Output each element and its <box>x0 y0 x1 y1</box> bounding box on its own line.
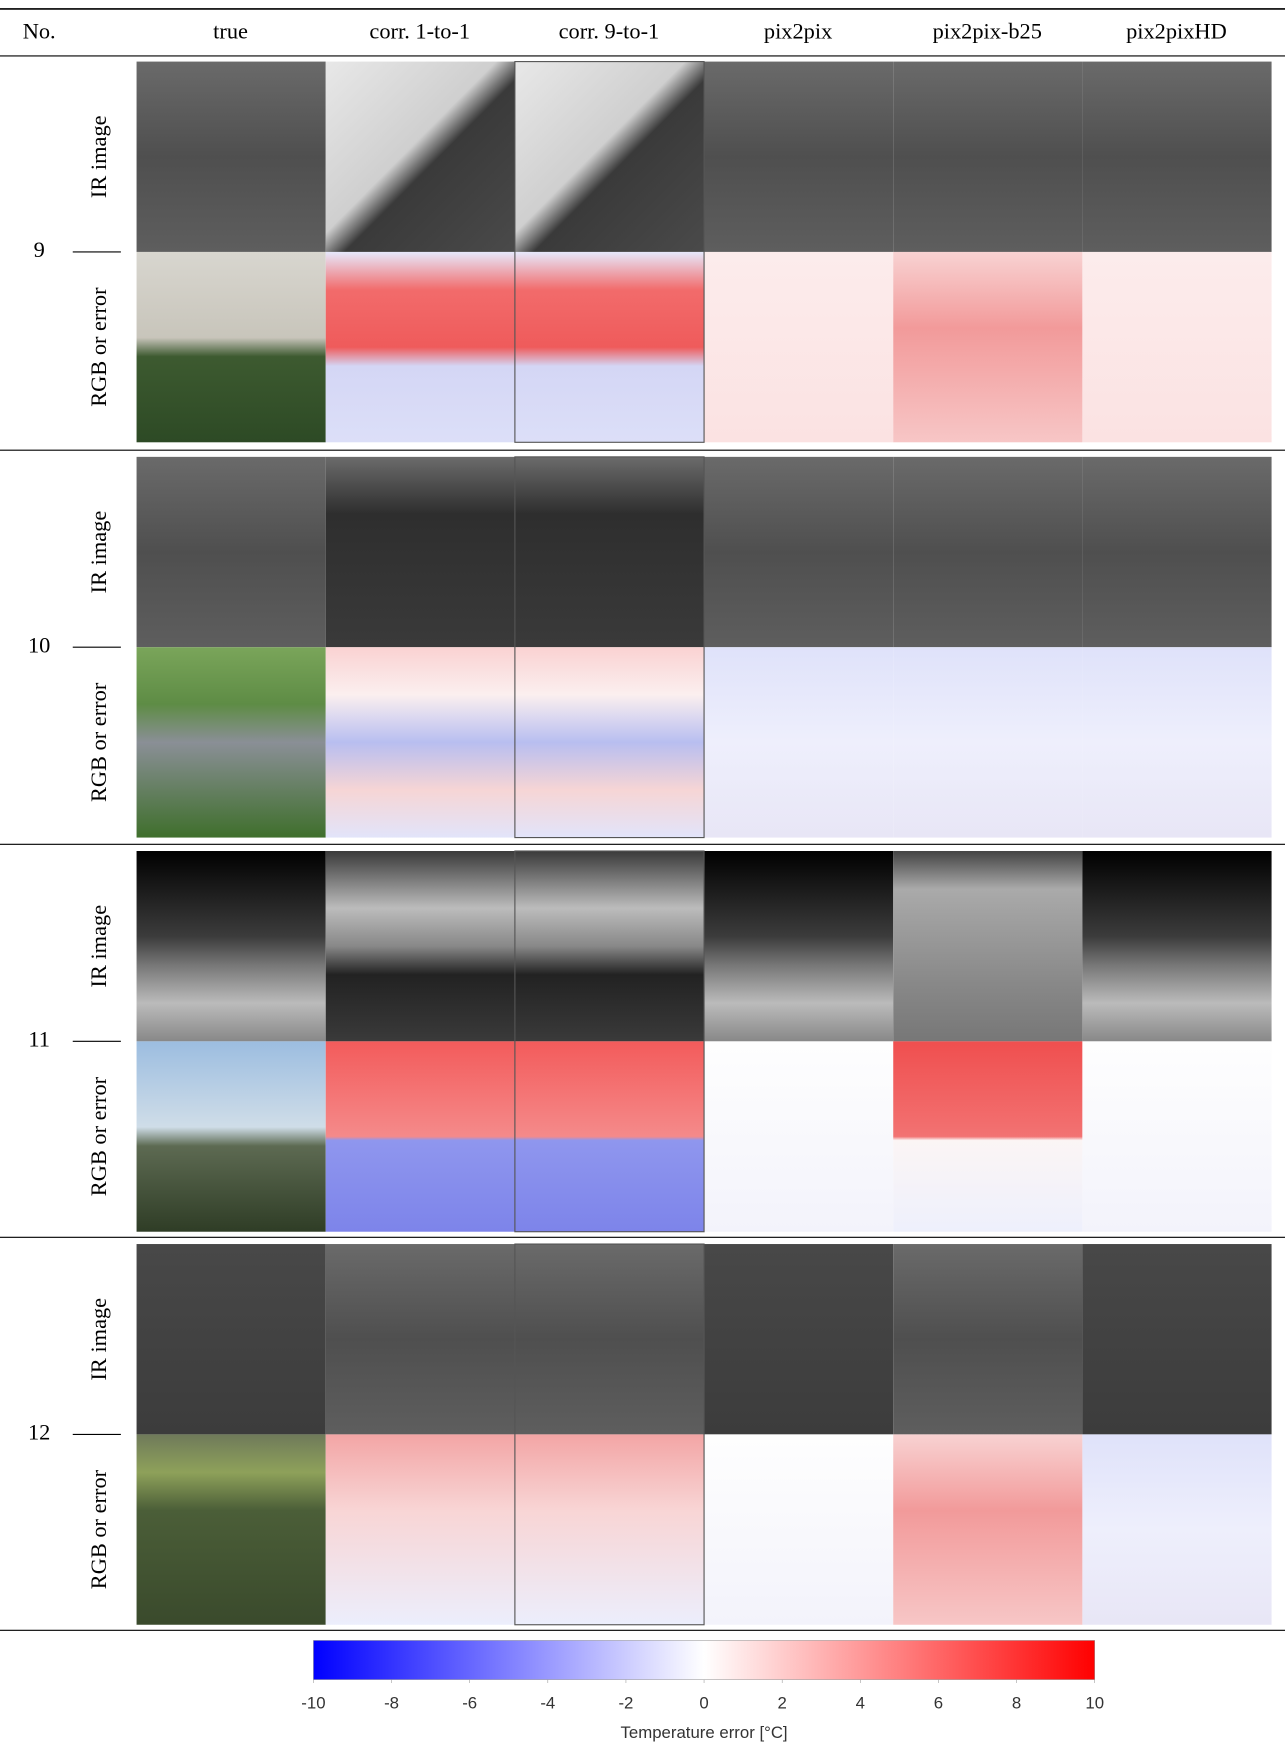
row-label: RGB or error <box>86 682 111 802</box>
ir-image <box>704 851 893 1041</box>
colorbar-tick-label: 10 <box>1085 1694 1104 1713</box>
rgb-or-error-image <box>704 1041 893 1231</box>
colorbar-tick-label: 2 <box>778 1694 787 1713</box>
rgb-or-error-image <box>137 647 326 837</box>
colorbar-tick-label: 8 <box>1012 1694 1021 1713</box>
row-label: IR image <box>86 1298 111 1381</box>
row-label: RGB or error <box>86 1076 111 1196</box>
ir-image <box>1082 1244 1271 1434</box>
ir-image <box>893 851 1082 1041</box>
ir-image <box>137 62 326 252</box>
colorbar-tick-label: 4 <box>856 1694 865 1713</box>
column-header: pix2pix <box>764 19 832 44</box>
colorbar-tick-label: 0 <box>699 1694 708 1713</box>
ir-image <box>137 457 326 647</box>
colorbar-label: Temperature error [°C] <box>621 1723 788 1742</box>
ir-image <box>326 62 515 252</box>
rgb-or-error-image <box>326 252 515 442</box>
rgb-or-error-image <box>893 252 1082 442</box>
ir-image <box>515 851 704 1041</box>
rgb-or-error-image <box>1082 1434 1271 1624</box>
row-label: RGB or error <box>86 287 111 407</box>
rgb-or-error-image <box>893 1041 1082 1231</box>
ir-image <box>893 457 1082 647</box>
ir-image <box>704 62 893 252</box>
colorbar-tick-label: -2 <box>618 1694 633 1713</box>
rgb-or-error-image <box>137 1041 326 1231</box>
colorbar-tick-label: -10 <box>301 1694 325 1713</box>
ir-image <box>137 1244 326 1434</box>
rgb-or-error-image <box>515 252 704 442</box>
row-number: 10 <box>28 632 50 657</box>
row-label: IR image <box>86 511 111 594</box>
rgb-or-error-image <box>1082 647 1271 837</box>
rgb-or-error-image <box>1082 1041 1271 1231</box>
rgb-or-error-image <box>326 1041 515 1231</box>
ir-image <box>704 457 893 647</box>
row-label: IR image <box>86 905 111 988</box>
column-header: true <box>213 19 248 44</box>
colorbar <box>313 1640 1094 1679</box>
colorbar-tick-label: -8 <box>384 1694 399 1713</box>
column-header: corr. 9-to-1 <box>559 19 660 44</box>
colorbar-tick-label: -6 <box>462 1694 477 1713</box>
ir-image <box>1082 457 1271 647</box>
rgb-or-error-image <box>893 647 1082 837</box>
rgb-or-error-image <box>704 252 893 442</box>
rgb-or-error-image <box>893 1434 1082 1624</box>
rgb-or-error-image <box>137 1434 326 1624</box>
rgb-or-error-image <box>704 1434 893 1624</box>
row-number: 12 <box>28 1420 50 1445</box>
ir-image <box>326 1244 515 1434</box>
row-number: 11 <box>28 1027 50 1052</box>
rgb-or-error-image <box>515 647 704 837</box>
row-label: IR image <box>86 115 111 198</box>
ir-image <box>515 62 704 252</box>
row-number: 9 <box>34 237 45 262</box>
ir-image <box>1082 851 1271 1041</box>
colorbar-tick-label: 6 <box>934 1694 943 1713</box>
page: Temperature error [°C] No. true corr. 1-to… <box>0 0 1285 1758</box>
rgb-or-error-image <box>1082 252 1271 442</box>
ir-image <box>893 62 1082 252</box>
ir-image <box>704 1244 893 1434</box>
ir-image <box>893 1244 1082 1434</box>
rgb-or-error-image <box>515 1041 704 1231</box>
ir-image <box>137 851 326 1041</box>
column-header: pix2pixHD <box>1126 19 1227 44</box>
ir-image <box>515 457 704 647</box>
figure: Temperature error [°C] No. true corr. 1-to… <box>0 0 1285 1758</box>
column-header: No. <box>23 19 56 44</box>
column-header: corr. 1-to-1 <box>369 19 470 44</box>
rgb-or-error-image <box>515 1434 704 1624</box>
ir-image <box>326 851 515 1041</box>
row-label: RGB or error <box>86 1469 111 1589</box>
rgb-or-error-image <box>326 647 515 837</box>
ir-image <box>1082 62 1271 252</box>
rgb-or-error-image <box>137 252 326 442</box>
column-header: pix2pix-b25 <box>933 19 1042 44</box>
rgb-or-error-image <box>326 1434 515 1624</box>
colorbar-tick-label: -4 <box>540 1694 555 1713</box>
ir-image <box>515 1244 704 1434</box>
rgb-or-error-image <box>704 647 893 837</box>
ir-image <box>326 457 515 647</box>
